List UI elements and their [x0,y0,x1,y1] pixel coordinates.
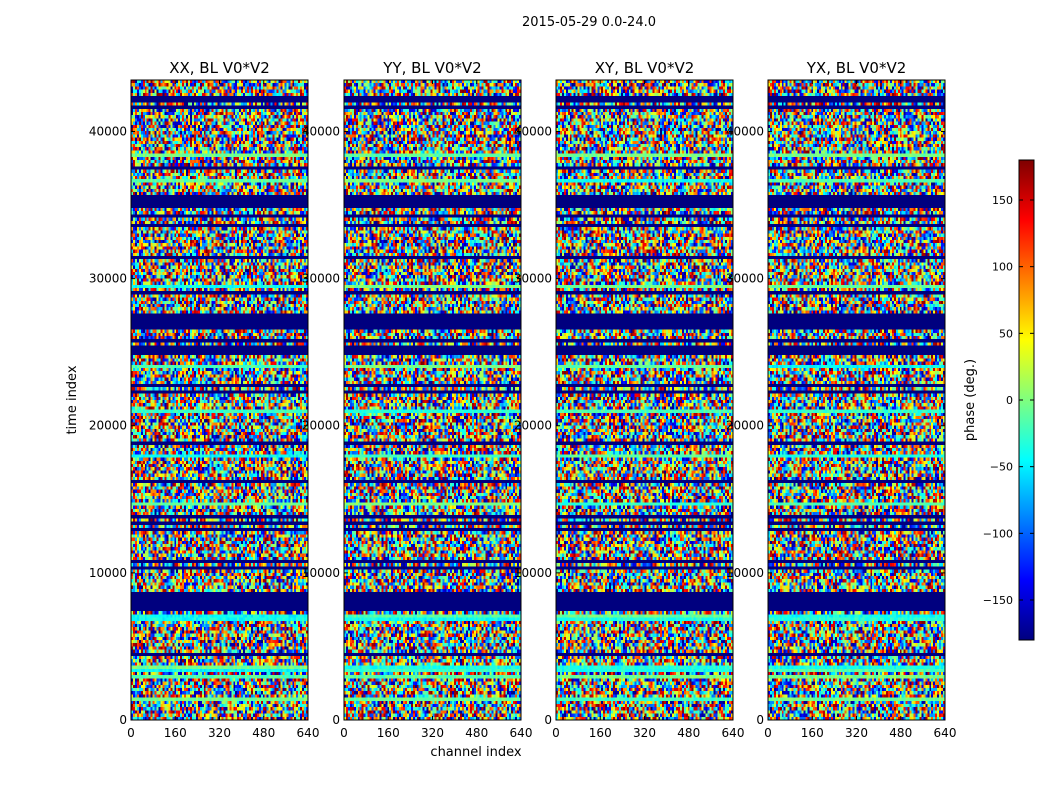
x-tick-label: 640 [722,726,745,740]
x-tick-label: 640 [934,726,957,740]
colorbar-tick-label: −50 [990,461,1013,474]
y-tick-label: 40000 [726,124,764,138]
x-tick-label: 480 [465,726,488,740]
x-tick-label: 480 [677,726,700,740]
x-tick-label: 0 [340,726,348,740]
y-tick-label: 10000 [89,566,127,580]
y-tick-label: 40000 [89,124,127,138]
x-tick-label: 480 [252,726,275,740]
figure-suptitle: 2015-05-29 0.0-24.0 [522,15,656,30]
x-tick-label: 320 [421,726,444,740]
colorbar-label: phase (deg.) [963,359,978,441]
colorbar-tick-label: −150 [983,594,1013,607]
colorbar-tick-label: 0 [1006,394,1013,407]
y-tick-label: 30000 [89,272,127,286]
panel-title: YX, BL V0*V2 [806,59,907,77]
x-tick-label: 0 [552,726,560,740]
panel: YY, BL V0*V2 0 160 320 480 640 0 10000 20000 3000… [302,59,533,740]
y-tick-label: 30000 [514,272,552,286]
x-tick-label: 640 [297,726,320,740]
colorbar: 150 100 50 0 −50 −100 −150 phase (deg.) [963,159,1035,641]
colorbar-ticks: 150 100 50 0 −50 −100 −150 [983,194,1034,607]
x-tick-label: 160 [589,726,612,740]
colorbar-tick-label: 50 [999,327,1013,340]
x-tick-label: 640 [510,726,533,740]
x-tick-label: 480 [889,726,912,740]
panels: XX, BL V0*V2 0 160 320 480 640 0 10000 20000 3000… [89,59,957,740]
phase-heatmap [768,80,945,720]
phase-heatmap [344,80,521,720]
x-tick-label: 320 [845,726,868,740]
y-tick-label: 20000 [302,419,340,433]
x-axis-label: channel index [430,745,521,760]
y-tick-label: 20000 [89,419,127,433]
x-tick-label: 160 [164,726,187,740]
y-tick-label: 10000 [726,566,764,580]
y-tick-label: 0 [756,713,764,727]
x-tick-label: 0 [127,726,135,740]
y-tick-label: 40000 [514,124,552,138]
panel: XX, BL V0*V2 0 160 320 480 640 0 10000 20000 3000… [89,59,320,740]
panel-title: XY, BL V0*V2 [595,59,695,77]
phase-heatmap [131,80,308,720]
y-axis-label: time index [65,365,80,434]
y-tick-label: 0 [332,713,340,727]
panel-title: YY, BL V0*V2 [382,59,481,77]
x-tick-label: 320 [633,726,656,740]
y-tick-label: 30000 [726,272,764,286]
y-tick-label: 20000 [514,419,552,433]
x-tick-label: 160 [801,726,824,740]
y-tick-label: 0 [119,713,127,727]
panel-title: XX, BL V0*V2 [169,59,270,77]
y-tick-label: 20000 [726,419,764,433]
x-tick-label: 320 [208,726,231,740]
phase-heatmap [556,80,733,720]
panel: YX, BL V0*V2 0 160 320 480 640 0 10000 20000 3000… [726,59,957,740]
colorbar-tick-label: 150 [992,194,1013,207]
x-tick-label: 0 [764,726,772,740]
y-tick-label: 30000 [302,272,340,286]
y-tick-label: 10000 [514,566,552,580]
panel: XY, BL V0*V2 0 160 320 480 640 0 10000 20000 3000… [514,59,745,740]
colorbar-tick-label: −100 [983,527,1013,540]
y-tick-label: 0 [544,713,552,727]
y-tick-label: 40000 [302,124,340,138]
y-tick-label: 10000 [302,566,340,580]
x-tick-label: 160 [377,726,400,740]
colorbar-tick-label: 100 [992,261,1013,274]
